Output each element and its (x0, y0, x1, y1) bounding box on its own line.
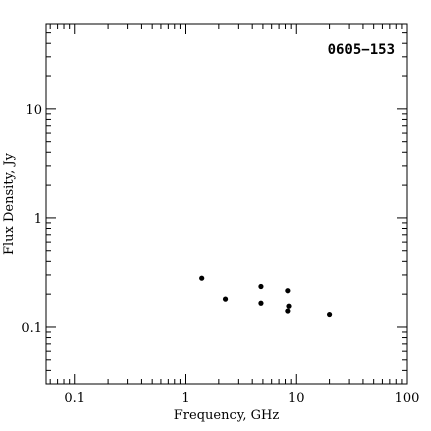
x-tick-label: 1 (181, 391, 189, 406)
data-point (258, 300, 264, 306)
data-point (326, 311, 333, 318)
data-point (199, 275, 205, 281)
x-tick-label: 0.1 (64, 391, 85, 406)
y-axis-label: Flux Density, Jy (2, 152, 17, 255)
data-point (285, 308, 291, 314)
source-name-annotation: 0605−153 (328, 42, 395, 58)
data-point (222, 296, 229, 302)
y-tick-label: 0.1 (21, 321, 42, 336)
data-point (285, 288, 291, 294)
data-point (286, 303, 292, 309)
tick-labels: 0.1 1 10 100 0.1 1 10 (21, 103, 419, 406)
y-tick-label: 10 (25, 103, 42, 118)
axis-ticks (46, 23, 408, 385)
data-point (258, 283, 264, 290)
plot-frame (45, 23, 408, 385)
x-tick-label: 10 (288, 391, 305, 406)
y-tick-label: 1 (34, 212, 42, 227)
x-tick-label: 100 (395, 391, 420, 406)
data-points (199, 275, 333, 318)
x-axis-label: Frequency, GHz (174, 408, 280, 423)
